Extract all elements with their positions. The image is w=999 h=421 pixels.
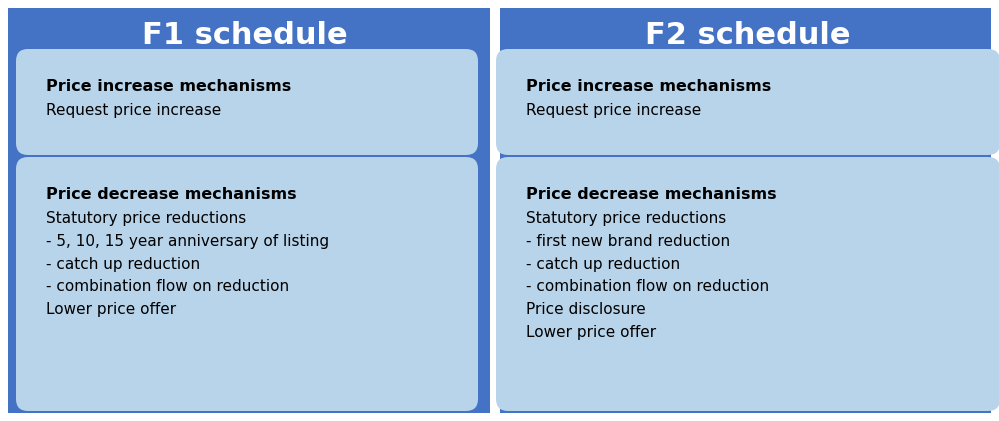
Text: F2 schedule: F2 schedule	[645, 21, 851, 51]
Text: Statutory price reductions
- first new brand reduction
- catch up reduction
- co: Statutory price reductions - first new b…	[526, 211, 769, 340]
FancyBboxPatch shape	[500, 8, 991, 413]
Text: Price increase mechanisms: Price increase mechanisms	[46, 79, 292, 94]
FancyBboxPatch shape	[496, 157, 999, 411]
Text: Price decrease mechanisms: Price decrease mechanisms	[46, 187, 297, 202]
Text: Request price increase: Request price increase	[526, 103, 701, 118]
Text: F1 schedule: F1 schedule	[142, 21, 348, 51]
FancyBboxPatch shape	[16, 157, 478, 411]
FancyBboxPatch shape	[496, 49, 999, 155]
Text: Price increase mechanisms: Price increase mechanisms	[526, 79, 771, 94]
Text: Request price increase: Request price increase	[46, 103, 221, 118]
FancyBboxPatch shape	[8, 8, 490, 413]
Text: Price decrease mechanisms: Price decrease mechanisms	[526, 187, 776, 202]
Text: Statutory price reductions
- 5, 10, 15 year anniversary of listing
- catch up re: Statutory price reductions - 5, 10, 15 y…	[46, 211, 329, 317]
FancyBboxPatch shape	[16, 49, 478, 155]
